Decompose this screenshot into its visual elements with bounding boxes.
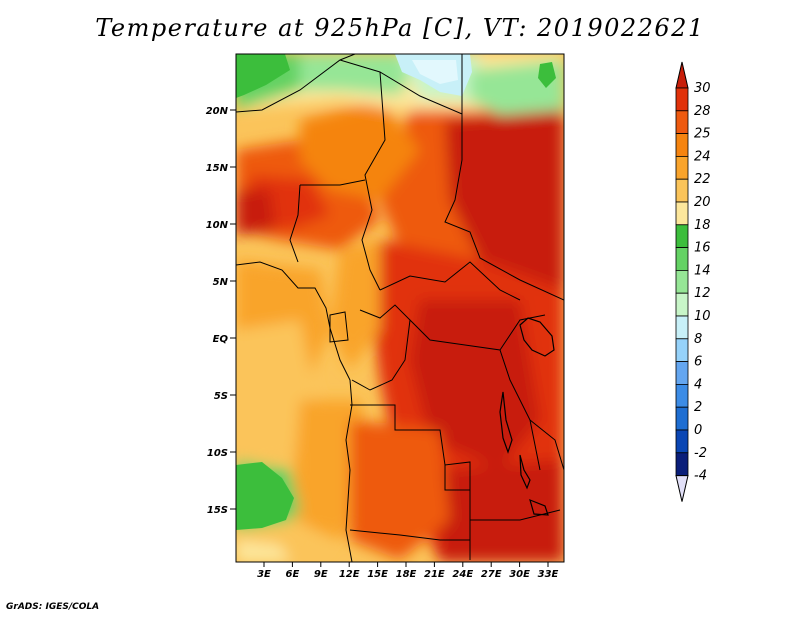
lon-tick-label: 12E [339, 569, 360, 580]
colorbar-segment [675, 383, 689, 408]
lon-tick-label: 9E [314, 569, 328, 580]
colorbar-segment [675, 155, 689, 180]
lat-tick-label: EQ [213, 334, 229, 345]
lat-tick-label: 15N [206, 163, 229, 174]
colorbar-label: 0 [694, 423, 702, 438]
lat-tick-label: 10N [206, 220, 229, 231]
colorbar-segment [675, 315, 689, 340]
lakes [499, 317, 555, 516]
lon-tick-label: 18E [396, 569, 417, 580]
colorbar-segment [675, 247, 689, 271]
lon-tick-label: 15E [367, 569, 388, 580]
lon-tick-label: 24E [452, 569, 473, 580]
colorbar-top-arrow [675, 61, 689, 89]
colorbar-label: -4 [694, 469, 707, 484]
colorbar-segment [675, 269, 689, 294]
borders [236, 54, 564, 562]
colorbar-segment [675, 133, 689, 157]
lon-tick-label: 6E [286, 569, 300, 580]
lon-tick-label: 33E [538, 569, 559, 580]
lat-tick-label: 20N [206, 106, 229, 117]
colorbar-label: 10 [694, 309, 711, 324]
colorbar-segment [675, 292, 689, 317]
colorbar-segment [675, 361, 689, 385]
colorbar-segment [675, 110, 689, 135]
colorbar-segment [675, 338, 689, 362]
colorbar-label: 4 [694, 377, 702, 392]
longitude-axis: 3E 6E 9E 12E 15E 18E 21E 24E 27E 30E 33E [257, 562, 559, 580]
colorbar-label: 25 [694, 127, 711, 142]
colorbar-label: 20 [694, 195, 711, 210]
map-frame [235, 53, 565, 563]
colorbar-label: 24 [694, 149, 711, 164]
colorbar-segment [675, 178, 689, 203]
colorbar-label: 22 [694, 172, 711, 187]
colorbar-segment [675, 452, 689, 476]
colorbar-label: 12 [694, 286, 711, 301]
lon-tick-label: 27E [481, 569, 502, 580]
colorbar-label: 2 [694, 400, 702, 415]
colorbar-label: 8 [694, 332, 702, 347]
latitude-axis: 20N 15N 10N 5N EQ 5S 10S 15S [206, 106, 236, 516]
colorbar-label: 6 [694, 355, 702, 370]
lat-tick-label: 5N [213, 277, 229, 288]
lon-tick-label: 21E [424, 569, 445, 580]
colorbar-segment [675, 201, 689, 226]
colorbar-label: 16 [694, 241, 711, 256]
chart-title: Temperature at 925hPa [C], VT: 201902262… [95, 14, 705, 42]
colorbar-label: 18 [694, 218, 711, 233]
lon-tick-label: 30E [509, 569, 530, 580]
colorbar-label: -2 [694, 446, 707, 461]
colorbar-label: 28 [694, 104, 711, 119]
lat-tick-label: 10S [207, 448, 228, 459]
colorbar-label: 30 [694, 81, 711, 96]
colorbar-segment [675, 429, 689, 454]
colorbar-segment [675, 224, 689, 249]
colorbar-segment [675, 406, 689, 431]
lat-tick-label: 15S [207, 505, 228, 516]
colorbar-segment [675, 87, 689, 112]
lat-tick-label: 5S [214, 391, 228, 402]
colorbar-label: 14 [694, 263, 711, 278]
colorbar-bottom-arrow [675, 475, 689, 502]
lon-tick-label: 3E [257, 569, 271, 580]
credit-label: GrADS: IGES/COLA [6, 602, 100, 612]
temperature-field [236, 54, 564, 562]
